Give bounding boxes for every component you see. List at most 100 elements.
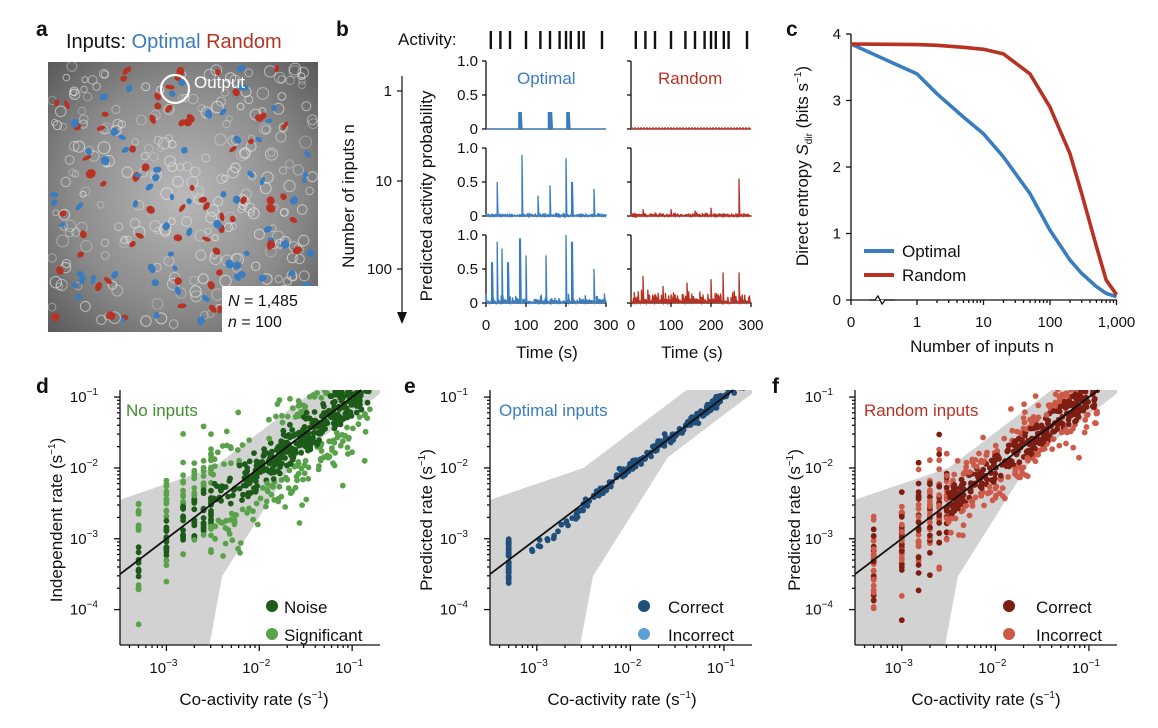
correct-point (535, 543, 542, 549)
count-box (222, 286, 318, 332)
correct-point (959, 482, 965, 488)
y-tick-label: 10−3 (70, 529, 99, 548)
correct-point (1027, 425, 1034, 432)
optimal-input-cell (125, 84, 133, 93)
correct-point (1075, 408, 1082, 415)
neuron-ring (236, 102, 245, 111)
correct-point (991, 458, 998, 464)
incorrect-point (1049, 446, 1056, 452)
incorrect-point (1005, 474, 1011, 480)
correct-point (1005, 442, 1012, 449)
noise-point (307, 446, 314, 453)
neuron-ring (211, 100, 224, 114)
x-tick-label: 10−2 (613, 658, 642, 677)
correct-point (741, 380, 747, 386)
significant-point (356, 324, 362, 330)
output-label: Output (194, 73, 245, 92)
optimal-input-cell (302, 176, 307, 183)
significant-point (305, 475, 312, 482)
activity-raster (489, 31, 749, 49)
scatter-point (943, 484, 950, 491)
noise-point (200, 525, 207, 532)
significant-point (349, 449, 355, 456)
correct-point (505, 545, 512, 552)
neuron-ring (114, 222, 124, 232)
significant-point (233, 512, 240, 518)
correct-point (1065, 421, 1072, 428)
optimal-input-cell (75, 202, 84, 211)
incorrect-point (1078, 380, 1084, 386)
random-input-cell (51, 312, 60, 322)
neuron-ring (71, 170, 80, 178)
neuron-ring (296, 204, 308, 215)
scatter-point (943, 472, 950, 479)
incorrect-point (989, 497, 996, 504)
incorrect-point (1089, 372, 1095, 378)
random-title: Random (658, 69, 722, 88)
optimal-input-cell (153, 312, 160, 319)
scatter-point (915, 494, 922, 501)
neuron-ring (285, 75, 295, 86)
random-input-cell (215, 69, 221, 76)
significant-point (212, 463, 218, 469)
scatter-point (915, 554, 922, 561)
significant-point (339, 377, 345, 383)
correct-point (616, 465, 623, 472)
correct-point (953, 505, 960, 511)
neuron-ring (69, 86, 79, 97)
incorrect-point (968, 498, 975, 504)
coactivity-axis-label: Co-activity rate (s−1) (547, 690, 696, 709)
identity-line (119, 389, 362, 575)
neuron-ring (189, 285, 202, 298)
correct-point (735, 384, 741, 390)
neuron-ring (297, 81, 306, 89)
predicted-rate-axis-label: Predicted rate (s−1) (785, 449, 804, 591)
significant-point (214, 449, 221, 456)
significant-point (355, 359, 361, 365)
significant-point (296, 520, 303, 526)
correct-point (661, 443, 668, 449)
neuron-ring (278, 166, 288, 175)
optimal-input-cell (49, 192, 59, 198)
entropy-tick-label: 4 (833, 26, 841, 43)
incorrect-point (1012, 466, 1019, 473)
noise-point (200, 487, 207, 493)
ylabel-var: S (793, 144, 812, 156)
noise-point (350, 376, 356, 382)
significant-point (356, 414, 363, 420)
panel-a-title: Inputs: Optimal Random (66, 31, 282, 53)
significant-point (295, 402, 302, 409)
neuron-ring (149, 220, 162, 233)
correct-point (950, 488, 956, 495)
optimal-input-cell (232, 261, 242, 270)
prob-tick-label: 0.5 (457, 261, 478, 278)
entropy-axes: 0 1 2 3 4 0 1 10 100 1,000 (833, 26, 1136, 331)
neuron-ring (259, 182, 272, 195)
incorrect-point (1069, 380, 1075, 386)
random-input-cell (212, 247, 221, 255)
significant-point (231, 521, 238, 528)
noise-point (305, 438, 312, 445)
noise-point (321, 403, 327, 410)
significant-point (135, 522, 142, 529)
random-input-cell (198, 196, 208, 203)
correct-point (1033, 422, 1040, 429)
significant-point (212, 535, 219, 542)
significant-point (263, 498, 270, 505)
noise-point (245, 490, 252, 496)
optimal-input-cell (289, 196, 298, 205)
correct-point (951, 482, 958, 488)
incorrect-point (1083, 424, 1090, 430)
significant-point (324, 381, 330, 387)
significant-point (327, 374, 333, 380)
noise-point (180, 536, 187, 543)
y-tick-exp: −3 (457, 529, 469, 540)
incorrect-point (1093, 360, 1099, 366)
scatter-point (870, 604, 877, 610)
scatter-point (915, 506, 922, 512)
prob-tick-label: 1.0 (457, 140, 478, 157)
neuron-ring (64, 227, 75, 238)
random-input-cell (135, 232, 144, 239)
optimal-input-cell (70, 118, 79, 128)
identity-line (489, 389, 734, 575)
